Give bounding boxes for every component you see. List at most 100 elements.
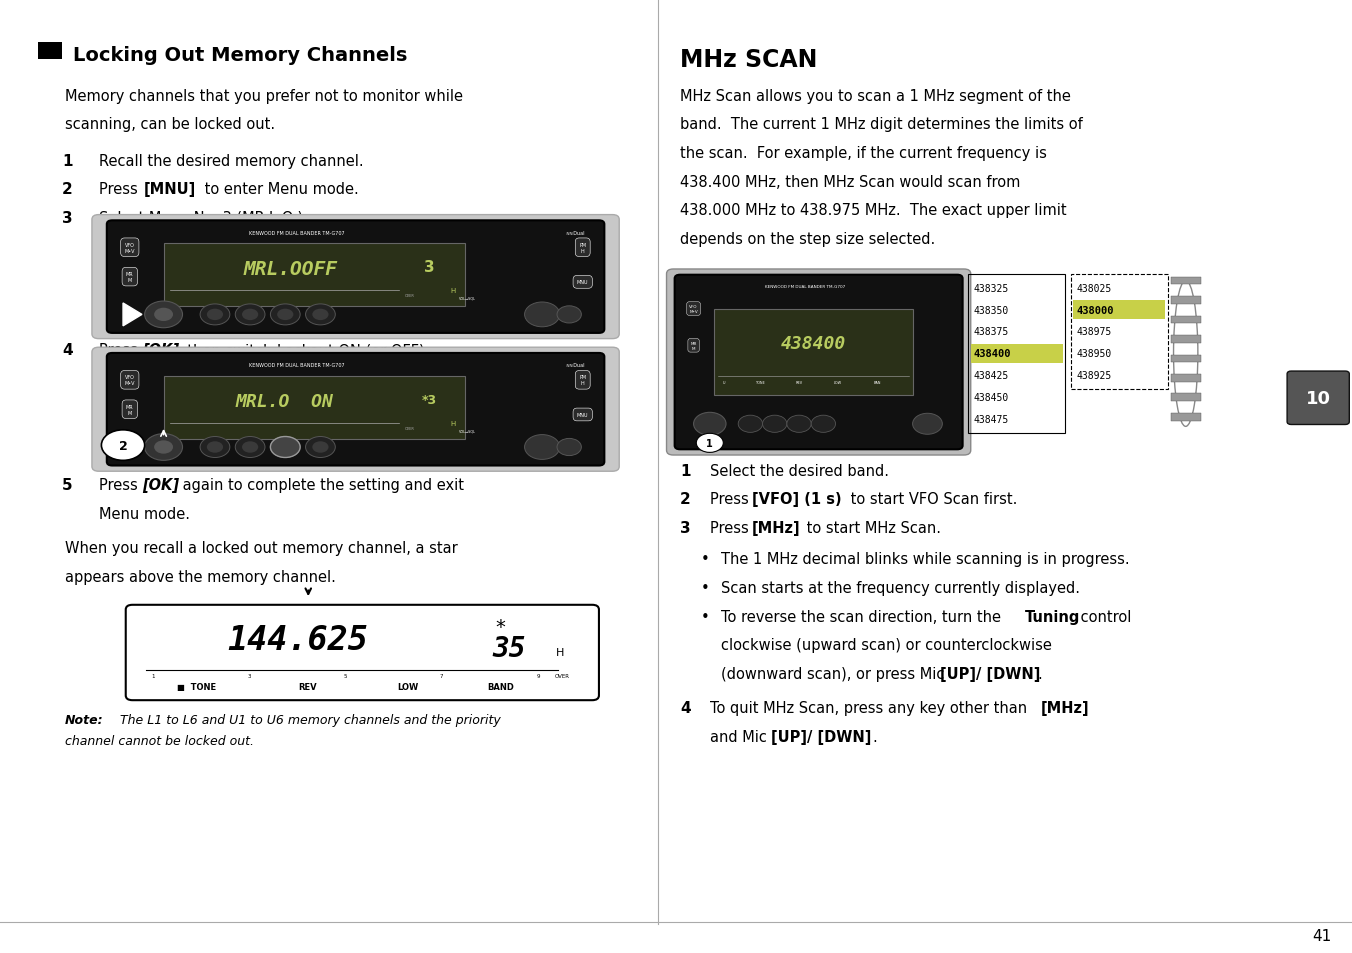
Text: 7: 7 [439, 674, 443, 679]
Circle shape [696, 434, 723, 453]
Bar [1171, 394, 1201, 401]
Circle shape [525, 436, 560, 460]
Text: 438.000 MHz to 438.975 MHz.  The exact upper limit: 438.000 MHz to 438.975 MHz. The exact up… [680, 203, 1067, 218]
Text: ≈≈Dual: ≈≈Dual [566, 231, 585, 235]
Text: MNU: MNU [577, 280, 588, 285]
Text: VFO
M•V: VFO M•V [124, 375, 135, 386]
Text: Locking Out Memory Channels: Locking Out Memory Channels [73, 46, 407, 65]
Text: Menu mode.: Menu mode. [99, 506, 189, 521]
Bar [1171, 335, 1201, 343]
Bar [1171, 375, 1201, 382]
Text: 1: 1 [151, 674, 154, 679]
Text: Press: Press [710, 520, 753, 536]
Text: KENWOOD FM DUAL BANDER TM-G707: KENWOOD FM DUAL BANDER TM-G707 [249, 363, 345, 368]
Bar [164, 244, 465, 307]
Text: MRL.O  ON: MRL.O ON [235, 393, 333, 411]
Text: 3: 3 [247, 674, 251, 679]
Circle shape [738, 416, 763, 433]
Bar [971, 344, 1063, 364]
Circle shape [154, 441, 173, 455]
Text: 438375: 438375 [973, 327, 1009, 337]
Circle shape [306, 437, 335, 458]
Text: appears above the memory channel.: appears above the memory channel. [65, 569, 335, 584]
Bar [1171, 355, 1201, 363]
Text: clockwise (upward scan) or counterclockwise: clockwise (upward scan) or counterclockw… [721, 638, 1052, 653]
Text: H: H [556, 648, 564, 658]
Text: KENWOOD FM DUAL BANDER TM-G707: KENWOOD FM DUAL BANDER TM-G707 [249, 231, 345, 235]
Circle shape [270, 437, 300, 458]
Text: [UP]/ [DWN]: [UP]/ [DWN] [771, 729, 871, 744]
Text: 438400: 438400 [973, 349, 1011, 359]
Text: KENWOOD FM DUAL BANDER TM-G707: KENWOOD FM DUAL BANDER TM-G707 [765, 285, 845, 289]
Text: MR
M: MR M [691, 341, 696, 351]
Text: Note:: Note: [65, 713, 104, 726]
Circle shape [763, 416, 787, 433]
Text: LOW: LOW [397, 682, 419, 691]
Text: TONE: TONE [754, 381, 765, 385]
Text: 438950: 438950 [1076, 349, 1111, 359]
Text: S: S [700, 437, 703, 441]
Circle shape [811, 416, 836, 433]
Text: 2: 2 [62, 182, 73, 197]
Text: 5: 5 [62, 477, 73, 493]
Bar [1171, 277, 1201, 285]
Text: 1: 1 [680, 463, 691, 478]
Text: •: • [700, 552, 708, 567]
Text: OVER: OVER [406, 294, 415, 298]
Text: VOL→SQL: VOL→SQL [460, 296, 476, 300]
Text: MHz SCAN: MHz SCAN [680, 48, 818, 71]
Text: The L1 to L6 and U1 to U6 memory channels and the priority: The L1 to L6 and U1 to U6 memory channel… [116, 713, 502, 726]
Text: .: . [1037, 666, 1042, 681]
FancyBboxPatch shape [107, 354, 604, 466]
Text: [OK]: [OK] [142, 343, 178, 358]
Text: 438475: 438475 [973, 415, 1009, 425]
FancyBboxPatch shape [107, 221, 604, 334]
Text: band.  The current 1 MHz digit determines the limits of: band. The current 1 MHz digit determines… [680, 117, 1083, 132]
Text: 438325: 438325 [973, 283, 1009, 294]
Text: 438350: 438350 [973, 305, 1009, 315]
Text: When you recall a locked out memory channel, a star: When you recall a locked out memory chan… [65, 540, 457, 556]
Text: the scan.  For example, if the current frequency is: the scan. For example, if the current fr… [680, 146, 1046, 161]
Text: MNU: MNU [577, 413, 588, 417]
Text: 2: 2 [680, 492, 691, 507]
Circle shape [557, 307, 581, 324]
Bar [714, 310, 914, 396]
Circle shape [312, 442, 329, 454]
Text: [MHz]: [MHz] [1041, 700, 1090, 716]
Text: 438000: 438000 [1076, 305, 1114, 315]
Text: 4: 4 [62, 343, 73, 358]
Circle shape [277, 442, 293, 454]
Text: MR
M: MR M [126, 404, 134, 416]
Text: ≈≈Dual: ≈≈Dual [566, 363, 585, 368]
Text: BAN: BAN [873, 381, 882, 385]
Text: 438975: 438975 [1076, 327, 1111, 337]
Text: PM
H: PM H [579, 243, 587, 253]
Text: *: * [495, 618, 506, 637]
Text: VOL→SQL: VOL→SQL [460, 429, 476, 433]
Text: 438.400 MHz, then MHz Scan would scan from: 438.400 MHz, then MHz Scan would scan fr… [680, 174, 1021, 190]
Text: 3: 3 [62, 211, 73, 226]
FancyBboxPatch shape [675, 275, 963, 450]
Text: (downward scan), or press Mic: (downward scan), or press Mic [721, 666, 949, 681]
Text: PM
H: PM H [579, 375, 587, 386]
Text: 2: 2 [119, 439, 127, 452]
Bar [1171, 296, 1201, 304]
Text: Tuning: Tuning [1025, 609, 1080, 624]
Circle shape [306, 305, 335, 326]
Bar [968, 274, 1065, 434]
Polygon shape [123, 304, 142, 327]
Text: scanning, can be locked out.: scanning, can be locked out. [65, 117, 274, 132]
Text: Recall the desired memory channel.: Recall the desired memory channel. [99, 153, 364, 169]
FancyBboxPatch shape [126, 605, 599, 700]
Text: MR
M: MR M [126, 272, 134, 283]
FancyBboxPatch shape [1287, 372, 1349, 425]
Text: 41: 41 [1313, 928, 1332, 943]
Bar [1171, 414, 1201, 421]
Text: 1: 1 [707, 438, 713, 448]
Circle shape [101, 431, 145, 461]
Text: 438925: 438925 [1076, 371, 1111, 381]
Text: LOW: LOW [834, 381, 842, 385]
Text: •: • [700, 609, 708, 624]
Text: 438400: 438400 [781, 335, 846, 353]
Text: , then switch Lockout ON (or OFF).: , then switch Lockout ON (or OFF). [178, 343, 430, 358]
